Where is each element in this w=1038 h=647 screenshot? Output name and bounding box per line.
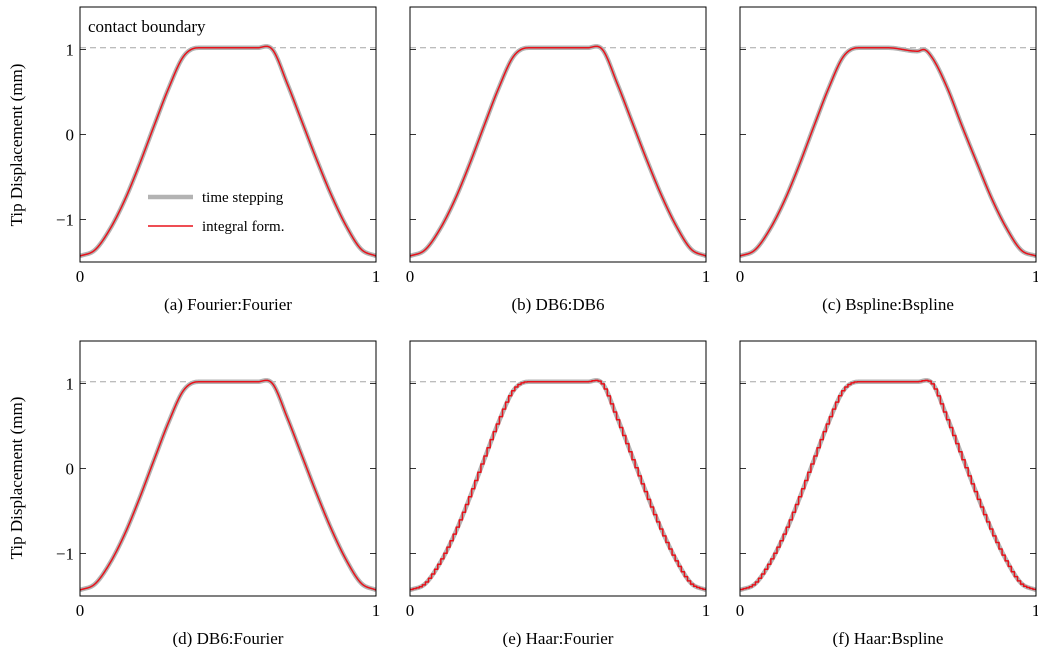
legend-entry: integral form. [202,219,284,235]
series-line-integral-form [740,379,1036,591]
chart-panel: 0 1 (e) Haar:Fourier [406,340,711,647]
plot-frame [79,340,377,597]
x-tick-label: 1 [1032,267,1038,286]
series-line-time-stepping [80,378,376,593]
x-tick-label: 0 [76,601,85,620]
series-line-integral-form [410,379,706,591]
chart-panel: 0 1 (f) Haar:Bspline [736,340,1038,647]
series-line-time-stepping [410,44,706,259]
series-line-integral-form [410,45,706,257]
y-axis-label-top: Tip Displacement (mm) [7,64,26,227]
panel-caption: (f) Haar:Bspline [833,629,944,647]
y-tick-label: 1 [66,41,75,60]
series-line-time-stepping [740,378,1036,593]
y-tick-label: −1 [56,211,74,230]
plot-frame [409,6,707,263]
chart-panel: 0 1 (c) Bspline:Bspline [736,6,1038,314]
y-axis-label-bottom: Tip Displacement (mm) [7,397,26,560]
y-tick-label: 0 [66,126,75,145]
chart-panel: 1 0 −1 0 1 (d) DB6:Fourier [56,340,381,647]
x-tick-label: 0 [406,267,415,286]
x-tick-label: 1 [1032,601,1038,620]
chart-panel: 0 1 (b) DB6:DB6 [406,6,711,314]
y-tick-label: 0 [66,460,75,479]
panel-caption: (e) Haar:Fourier [503,629,614,647]
x-tick-label: 0 [736,267,745,286]
y-tick-label: 1 [66,375,75,394]
plot-frame [739,6,1037,263]
x-tick-label: 0 [736,601,745,620]
series-line-time-stepping [410,378,706,593]
x-tick-label: 1 [702,601,711,620]
y-tick-label: −1 [56,545,74,564]
series-line-integral-form [80,379,376,591]
x-tick-label: 0 [406,601,415,620]
panel-caption: (d) DB6:Fourier [173,629,284,647]
x-tick-label: 1 [702,267,711,286]
plot-frame [409,340,707,597]
panel-caption: (c) Bspline:Bspline [822,295,954,314]
x-tick-label: 0 [76,267,85,286]
x-tick-label: 1 [372,601,381,620]
series-line-integral-form [740,47,1036,257]
panel-caption: (a) Fourier:Fourier [164,295,292,314]
series-line-integral-form [80,45,376,257]
contact-boundary-label: contact boundary [88,17,206,36]
x-tick-label: 1 [372,267,381,286]
panel-caption: (b) DB6:DB6 [511,295,604,314]
plot-frame [739,340,1037,597]
series-line-time-stepping [740,45,1036,259]
legend-entry: time stepping [202,190,284,206]
chart-panel: 1 0 −1 0 1 (a) Fourier:Fourier contact boundar… [56,6,381,314]
